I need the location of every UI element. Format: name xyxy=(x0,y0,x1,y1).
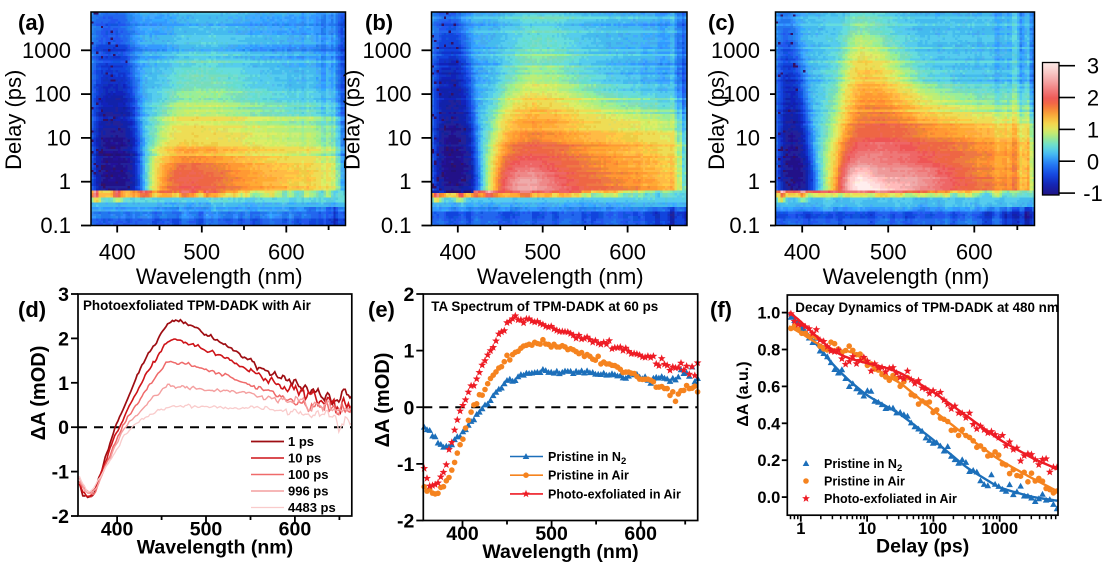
svg-text:1: 1 xyxy=(796,520,805,538)
svg-text:Photoexfoliated TPM-DADK with: Photoexfoliated TPM-DADK with Air xyxy=(83,298,312,313)
svg-text:1000: 1000 xyxy=(711,38,760,63)
svg-text:0.1: 0.1 xyxy=(40,213,71,238)
svg-text:(e): (e) xyxy=(368,297,395,322)
svg-text:1: 1 xyxy=(403,341,414,363)
svg-text:100: 100 xyxy=(34,82,71,107)
svg-text:1: 1 xyxy=(748,169,760,194)
svg-text:600: 600 xyxy=(609,240,646,265)
svg-text:(c): (c) xyxy=(708,10,735,35)
svg-text:ΔA (a.u.): ΔA (a.u.) xyxy=(735,361,752,426)
svg-text:1: 1 xyxy=(399,169,411,194)
svg-text:600: 600 xyxy=(268,240,305,265)
svg-text:500: 500 xyxy=(183,240,220,265)
svg-text:1000: 1000 xyxy=(22,38,71,63)
svg-text:600: 600 xyxy=(279,519,312,541)
svg-text:10 ps: 10 ps xyxy=(288,451,321,466)
svg-text:ΔA (mOD): ΔA (mOD) xyxy=(28,346,50,441)
svg-text:1: 1 xyxy=(1087,117,1099,142)
svg-text:400: 400 xyxy=(446,523,479,545)
svg-text:Pristine in Air: Pristine in Air xyxy=(824,475,905,489)
svg-text:400: 400 xyxy=(101,519,134,541)
svg-text:100 ps: 100 ps xyxy=(288,467,328,482)
svg-text:3: 3 xyxy=(1087,54,1099,79)
svg-text:0: 0 xyxy=(403,397,414,419)
svg-text:Decay Dynamics of TPM-DADK at: Decay Dynamics of TPM-DADK at 480 nm xyxy=(795,300,1059,315)
svg-text:10: 10 xyxy=(387,125,411,150)
svg-text:(b): (b) xyxy=(365,10,393,35)
svg-text:-1: -1 xyxy=(397,454,414,476)
svg-text:400: 400 xyxy=(439,240,476,265)
svg-text:0.0: 0.0 xyxy=(757,489,780,507)
svg-text:Delay (ps): Delay (ps) xyxy=(876,536,969,558)
svg-text:0.2: 0.2 xyxy=(757,452,780,470)
svg-text:Wavelength (nm): Wavelength (nm) xyxy=(823,264,990,289)
svg-text:100: 100 xyxy=(723,82,760,107)
svg-text:Pristine in N2: Pristine in N2 xyxy=(824,457,902,474)
svg-text:0.8: 0.8 xyxy=(757,342,780,360)
svg-text:(d): (d) xyxy=(18,297,46,322)
svg-text:TA Spectrum of TPM-DADK at 60: TA Spectrum of TPM-DADK at 60 ps xyxy=(431,299,658,314)
svg-text:10: 10 xyxy=(736,125,760,150)
svg-text:0.4: 0.4 xyxy=(757,415,781,433)
svg-text:(f): (f) xyxy=(710,297,732,322)
svg-text:400: 400 xyxy=(99,240,136,265)
svg-text:600: 600 xyxy=(624,523,657,545)
svg-text:1: 1 xyxy=(58,373,69,395)
svg-text:1.0: 1.0 xyxy=(757,305,780,323)
svg-text:0.1: 0.1 xyxy=(381,213,412,238)
svg-text:2: 2 xyxy=(403,284,414,306)
svg-text:0: 0 xyxy=(58,417,69,439)
svg-text:1: 1 xyxy=(59,169,71,194)
svg-text:0: 0 xyxy=(1087,149,1099,174)
svg-text:-2: -2 xyxy=(397,511,414,533)
svg-text:Delay (ps): Delay (ps) xyxy=(704,70,729,170)
svg-text:500: 500 xyxy=(190,519,223,541)
svg-text:500: 500 xyxy=(524,240,561,265)
svg-text:500: 500 xyxy=(870,240,907,265)
svg-text:4483 ps: 4483 ps xyxy=(288,500,336,515)
svg-text:Photo-exfoliated in Air: Photo-exfoliated in Air xyxy=(824,492,957,506)
svg-text:-2: -2 xyxy=(52,506,69,528)
svg-text:Wavelength (nm): Wavelength (nm) xyxy=(137,537,293,559)
svg-text:1000: 1000 xyxy=(363,38,412,63)
svg-text:-1: -1 xyxy=(1083,181,1103,206)
svg-text:Photo-exfoliated in Air: Photo-exfoliated in Air xyxy=(548,487,681,501)
svg-text:0.1: 0.1 xyxy=(729,213,760,238)
svg-text:10: 10 xyxy=(858,520,876,538)
svg-text:10: 10 xyxy=(47,125,71,150)
svg-text:Wavelength (nm): Wavelength (nm) xyxy=(477,264,644,289)
svg-text:Pristine in Air: Pristine in Air xyxy=(548,469,629,483)
svg-text:(a): (a) xyxy=(18,10,45,35)
svg-text:500: 500 xyxy=(535,523,568,545)
svg-text:-1: -1 xyxy=(52,462,69,484)
svg-text:996 ps: 996 ps xyxy=(288,484,328,499)
svg-text:100: 100 xyxy=(375,82,412,107)
svg-text:Wavelength (nm): Wavelength (nm) xyxy=(482,541,638,562)
svg-text:600: 600 xyxy=(956,240,993,265)
svg-text:100: 100 xyxy=(920,520,948,538)
svg-text:Wavelength (nm): Wavelength (nm) xyxy=(136,264,303,289)
svg-text:3: 3 xyxy=(58,284,69,306)
svg-text:ΔA (mOD): ΔA (mOD) xyxy=(372,353,394,448)
svg-text:1000: 1000 xyxy=(981,520,1018,538)
svg-text:2: 2 xyxy=(58,328,69,350)
svg-text:Pristine in N2: Pristine in N2 xyxy=(548,450,626,467)
svg-text:400: 400 xyxy=(784,240,821,265)
svg-text:Delay (ps): Delay (ps) xyxy=(340,70,365,170)
svg-text:0.6: 0.6 xyxy=(757,378,780,396)
svg-text:Delay (ps): Delay (ps) xyxy=(1,70,26,170)
svg-text:2: 2 xyxy=(1087,86,1099,111)
svg-text:1 ps: 1 ps xyxy=(288,434,314,449)
